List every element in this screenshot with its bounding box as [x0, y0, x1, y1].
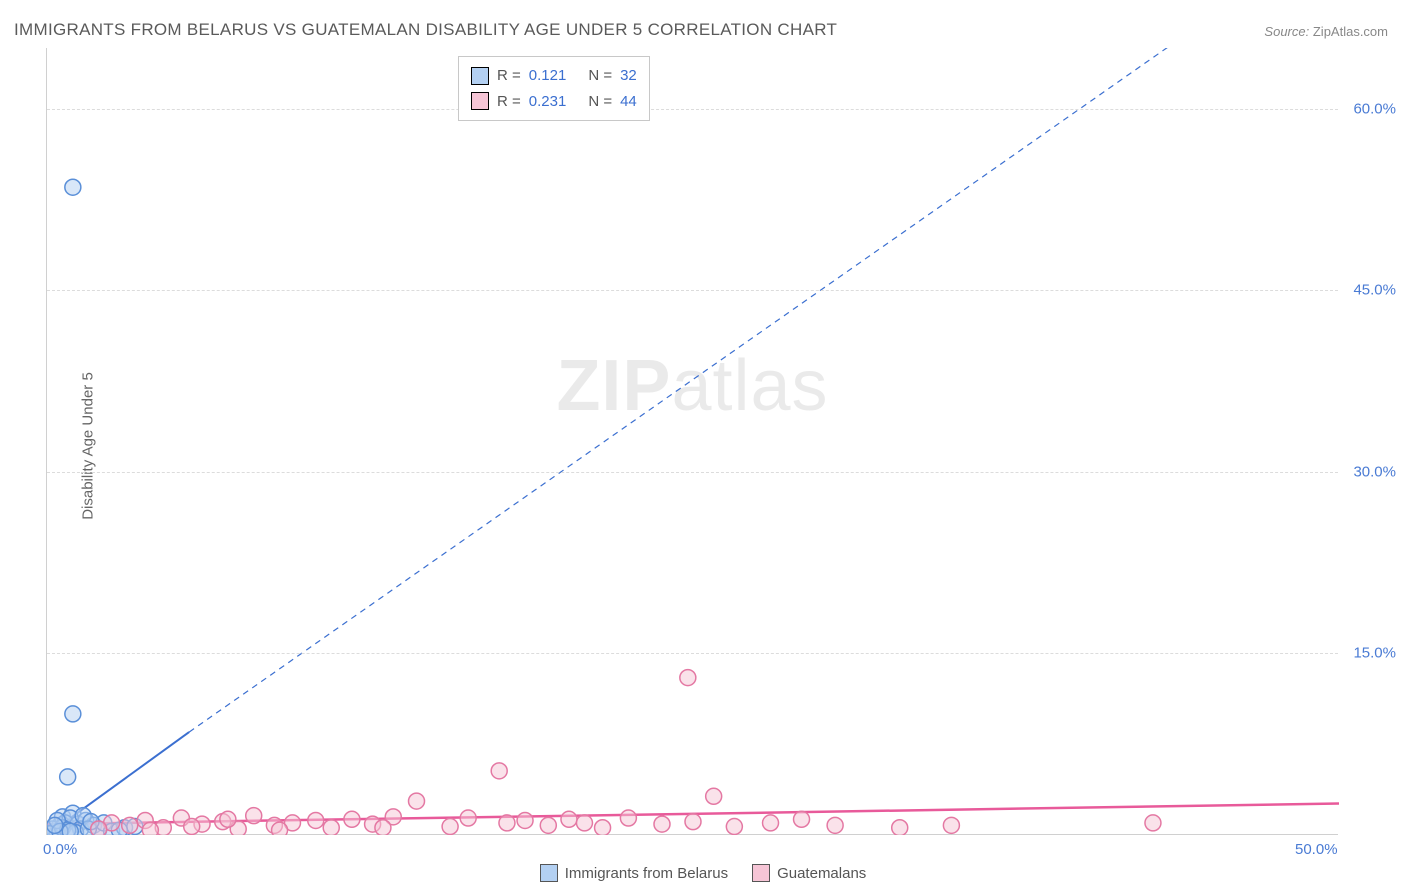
y-tick-label: 30.0% [1342, 463, 1396, 480]
series-legend: Immigrants from Belarus Guatemalans [0, 864, 1406, 886]
gridline [47, 653, 1338, 654]
legend-swatch [752, 864, 770, 882]
x-tick-label: 50.0% [1295, 841, 1338, 858]
legend-swatch [540, 864, 558, 882]
legend-row: R = 0.231 N = 44 [471, 89, 637, 115]
legend-swatch [471, 92, 489, 110]
source-value: ZipAtlas.com [1313, 24, 1388, 39]
legend-label: Guatemalans [777, 865, 866, 882]
legend-r-value: 0.121 [529, 63, 567, 89]
y-tick-label: 15.0% [1342, 645, 1396, 662]
source-label: Source: [1264, 24, 1309, 39]
legend-r-label: R = [497, 89, 521, 115]
x-tick-label: 0.0% [43, 841, 77, 858]
scatter-svg [47, 48, 1339, 835]
y-tick-label: 45.0% [1342, 282, 1396, 299]
legend-r-label: R = [497, 63, 521, 89]
legend-swatch [471, 67, 489, 85]
legend-n-value: 44 [620, 89, 637, 115]
gridline [47, 472, 1338, 473]
gridline [47, 290, 1338, 291]
legend-item: Guatemalans [752, 864, 866, 882]
correlation-legend: R = 0.121 N = 32 R = 0.231 N = 44 [458, 56, 650, 121]
legend-r-value: 0.231 [529, 89, 567, 115]
legend-label: Immigrants from Belarus [565, 865, 728, 882]
legend-row: R = 0.121 N = 32 [471, 63, 637, 89]
chart-plot-area: ZIPatlas 15.0%30.0%45.0%60.0%0.0%50.0% [46, 48, 1338, 835]
legend-n-label: N = [588, 89, 612, 115]
legend-item: Immigrants from Belarus [540, 864, 728, 882]
chart-title: IMMIGRANTS FROM BELARUS VS GUATEMALAN DI… [14, 20, 837, 40]
legend-n-label: N = [588, 63, 612, 89]
source-attribution: Source: ZipAtlas.com [1264, 24, 1388, 39]
y-tick-label: 60.0% [1342, 100, 1396, 117]
legend-n-value: 32 [620, 63, 637, 89]
gridline [47, 109, 1338, 110]
